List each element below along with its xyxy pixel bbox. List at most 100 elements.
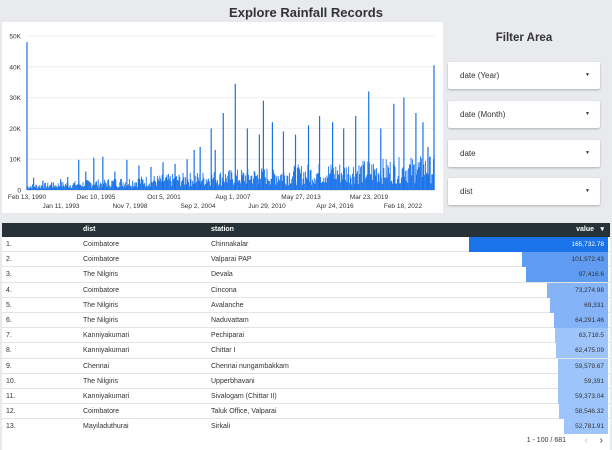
x-tick-label: May 27, 2013 bbox=[281, 194, 321, 201]
table-row[interactable]: 2. Coimbatore Valparai PAP 101,972.43 bbox=[2, 252, 610, 268]
records-table: dist station value ▾ 1. Coimbatore Chinnak… bbox=[2, 223, 610, 434]
dropdown-arrow-icon: ▼ bbox=[585, 188, 590, 194]
y-tick-label: 20K bbox=[9, 126, 21, 133]
table-row[interactable]: 9. Chennai Chennai nungambakkam 59,579.67 bbox=[2, 358, 610, 374]
filter-date-year[interactable]: date (Year) ▼ bbox=[448, 62, 600, 89]
cell-value: 58,546.32 bbox=[575, 408, 604, 416]
row-index: 8. bbox=[6, 347, 12, 355]
row-index: 3. bbox=[6, 271, 12, 279]
cell-station: Avalanche bbox=[211, 301, 244, 309]
x-tick-label: Dec 10, 1995 bbox=[77, 194, 116, 201]
cell-dist: The Nilgiris bbox=[83, 301, 119, 309]
filter-date-month[interactable]: date (Month) ▼ bbox=[448, 101, 600, 128]
cell-dist: Coimbatore bbox=[83, 286, 120, 294]
dropdown-arrow-icon: ▼ bbox=[585, 111, 590, 117]
table-row[interactable]: 10. The Nilgiris Upperbhavani 59,391 bbox=[2, 373, 610, 389]
filter-label: dist bbox=[460, 187, 473, 196]
x-tick-label: Jan 11, 1993 bbox=[42, 203, 79, 210]
column-header-dist[interactable]: dist bbox=[83, 226, 96, 233]
row-index: 12. bbox=[6, 408, 16, 416]
row-index: 2. bbox=[6, 256, 12, 264]
cell-value: 52,781.91 bbox=[575, 423, 604, 431]
x-tick-label: Oct 5, 2001 bbox=[147, 194, 181, 201]
x-tick-label: Sep 2, 2004 bbox=[180, 203, 215, 210]
x-tick-label: Nov 7, 1998 bbox=[112, 203, 147, 210]
filter-date[interactable]: date ▼ bbox=[448, 140, 600, 167]
cell-station: Valparai PAP bbox=[211, 256, 252, 264]
cell-station: Sirkali bbox=[211, 423, 231, 431]
cell-station: Naduvattam bbox=[211, 317, 249, 324]
row-index: 9. bbox=[6, 362, 12, 370]
value-bar bbox=[526, 267, 608, 283]
next-page-icon[interactable]: › bbox=[599, 435, 603, 446]
x-tick-label: Apr 24, 2016 bbox=[316, 203, 354, 210]
y-tick-label: 10K bbox=[9, 157, 21, 164]
cell-value: 63,718.5 bbox=[578, 332, 604, 340]
table-row[interactable]: 3. The Nilgiris Devala 97,416.6 bbox=[2, 267, 610, 283]
table-row[interactable]: 7. Kanniyakumari Pechiparai 63,718.5 bbox=[2, 328, 610, 344]
value-bar bbox=[522, 252, 608, 268]
sort-desc-icon[interactable]: ▾ bbox=[600, 226, 604, 233]
filter-label: date (Month) bbox=[460, 110, 506, 119]
row-index: 10. bbox=[6, 377, 16, 385]
cell-dist: The Nilgiris bbox=[83, 271, 119, 279]
value-bar bbox=[563, 419, 608, 434]
cell-value: 69,331 bbox=[584, 301, 604, 309]
table-row[interactable]: 1. Coimbatore Chinnakalar 165,732.78 bbox=[2, 237, 610, 253]
pagination: 1 - 100 / 681 ‹ › bbox=[2, 434, 610, 450]
x-tick-label: Feb 18, 2022 bbox=[384, 203, 423, 210]
cell-value: 64,291.46 bbox=[575, 317, 604, 324]
value-bar bbox=[558, 358, 608, 374]
y-tick-label: 30K bbox=[9, 95, 21, 102]
table-row[interactable]: 12. Coimbatore Taluk Office, Valparai 58,54… bbox=[2, 404, 610, 420]
x-tick-label: Mar 23, 2019 bbox=[350, 194, 389, 201]
cell-dist: Coimbatore bbox=[83, 256, 120, 264]
value-bar bbox=[555, 343, 608, 359]
cell-dist: Kanniyakumari bbox=[83, 332, 130, 340]
cell-station: Chinnakalar bbox=[211, 241, 249, 248]
table-row[interactable]: 4. Coimbatore Cincona 73,274.98 bbox=[2, 282, 610, 298]
row-index: 4. bbox=[6, 286, 12, 294]
value-bar bbox=[558, 404, 608, 420]
table-row[interactable]: 8. Kanniyakumari Chittar I 62,475.09 bbox=[2, 343, 610, 359]
x-tick-label: Aug 1, 2007 bbox=[215, 194, 250, 201]
prev-page-icon[interactable]: ‹ bbox=[584, 435, 588, 446]
y-tick-label: 50K bbox=[9, 34, 21, 41]
table-row[interactable]: 11. Kanniyakumari Sivalogam (Chittar II) 59… bbox=[2, 389, 610, 405]
value-bar bbox=[554, 313, 608, 328]
row-index: 13. bbox=[6, 423, 16, 431]
value-bar bbox=[546, 282, 608, 298]
x-tick-label: Feb 13, 1990 bbox=[8, 194, 47, 201]
cell-station: Pechiparai bbox=[211, 332, 245, 340]
value-bar bbox=[469, 237, 608, 252]
cell-station: Upperbhavani bbox=[211, 377, 255, 385]
rainfall-chart-svg: 0 10K 20K 30K 40K 50K Feb 13, 1990 Dec 10, 1995… bbox=[8, 34, 435, 210]
cell-station: Sivalogam (Chittar II) bbox=[211, 393, 277, 400]
dropdown-arrow-icon: ▼ bbox=[585, 150, 590, 156]
y-tick-label: 0 bbox=[17, 188, 21, 195]
cell-dist: Chennai bbox=[83, 362, 110, 370]
table-row[interactable]: 13. Mayiladuthurai Sirkali 52,781.91 bbox=[2, 419, 610, 434]
cell-station: Devala bbox=[211, 271, 233, 279]
cell-dist: The Nilgiris bbox=[83, 317, 119, 324]
x-tick-label: Jun 29, 2010 bbox=[248, 203, 286, 210]
filter-area-title: Filter Area bbox=[495, 32, 553, 44]
cell-dist: The Nilgiris bbox=[83, 377, 119, 385]
table-row[interactable]: 6. The Nilgiris Naduvattam 64,291.46 bbox=[2, 313, 610, 329]
cell-value: 101,972.43 bbox=[571, 256, 604, 264]
column-header-station[interactable]: station bbox=[211, 226, 234, 233]
cell-value: 97,416.6 bbox=[578, 271, 604, 279]
cell-dist: Kanniyakumari bbox=[83, 347, 130, 355]
value-bar bbox=[554, 328, 608, 344]
value-bar bbox=[549, 297, 608, 313]
value-bar bbox=[558, 389, 608, 404]
filter-dist[interactable]: dist ▼ bbox=[448, 178, 600, 205]
cell-value: 62,475.09 bbox=[575, 347, 604, 355]
column-header-value[interactable]: value bbox=[576, 226, 594, 233]
value-bar bbox=[558, 373, 608, 389]
y-tick-label: 40K bbox=[9, 64, 21, 71]
dropdown-arrow-icon: ▼ bbox=[585, 72, 590, 78]
rainfall-chart[interactable]: 0 10K 20K 30K 40K 50K Feb 13, 1990 Dec 10, 1995… bbox=[2, 22, 443, 213]
cell-dist: Kanniyakumari bbox=[83, 393, 130, 400]
table-row[interactable]: 5. The Nilgiris Avalanche 69,331 bbox=[2, 297, 610, 313]
